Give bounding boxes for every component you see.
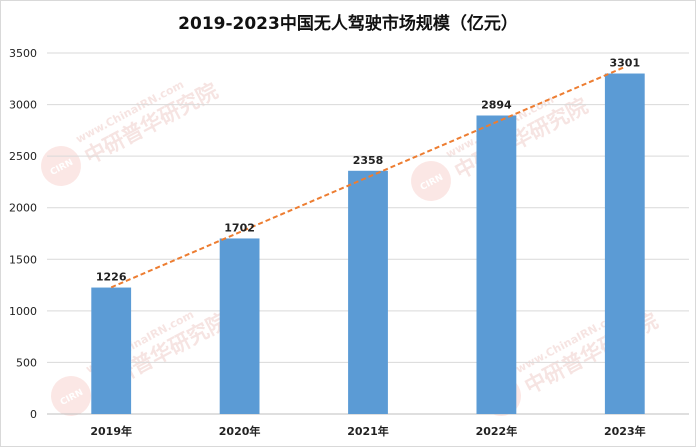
x-tick-label: 2021年	[347, 424, 389, 438]
x-tick-label: 2019年	[90, 424, 132, 438]
data-labels: 1226 1702 2358 2894 3301	[96, 57, 640, 284]
data-label: 2894	[481, 99, 512, 112]
y-axis: 0 500 1000 1500 2000 2500 3000 3500	[9, 47, 37, 421]
x-tick-label: 2022年	[476, 424, 518, 438]
y-tick-label: 500	[16, 356, 37, 369]
bar-series	[91, 73, 645, 415]
data-label: 1702	[224, 221, 255, 234]
y-tick-label: 2000	[9, 202, 37, 215]
trendline-layer	[110, 66, 626, 289]
y-tick-label: 3500	[9, 47, 37, 60]
data-label: 2358	[353, 154, 384, 167]
y-tick-label: 1500	[9, 253, 37, 266]
data-label: 3301	[609, 57, 640, 70]
y-tick-label: 0	[30, 408, 37, 421]
y-tick-label: 2500	[9, 150, 37, 163]
y-tick-label: 1000	[9, 305, 37, 318]
x-tick-label: 2023年	[604, 424, 646, 438]
y-tick-label: 3000	[9, 99, 37, 112]
bar	[91, 287, 132, 414]
bar	[604, 73, 645, 415]
x-tick-label: 2020年	[219, 424, 261, 438]
chart-title: 2019-2023中国无人驾驶市场规模（亿元）	[178, 14, 518, 34]
trendline	[110, 66, 626, 289]
bar	[219, 238, 260, 414]
data-label: 1226	[96, 271, 127, 284]
watermark-logo	[411, 161, 451, 201]
x-axis: 2019年 2020年 2021年 2022年 2023年	[90, 424, 645, 438]
bar	[476, 115, 517, 414]
bar	[348, 170, 388, 414]
watermark-logo	[51, 376, 91, 416]
